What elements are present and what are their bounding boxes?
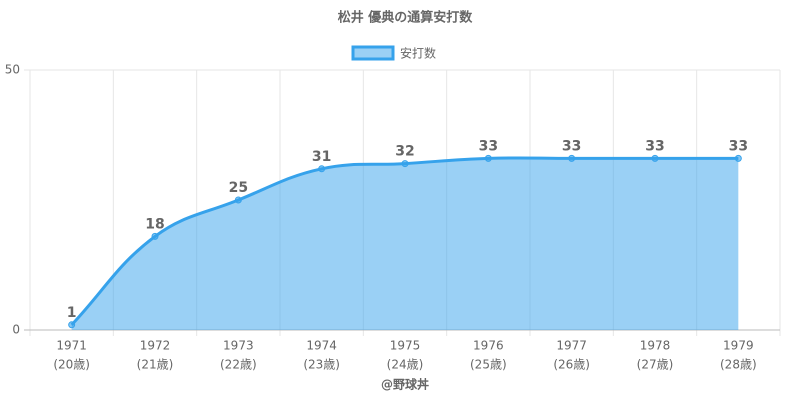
point (484, 154, 492, 162)
x-tick-label: (28歳) (720, 358, 757, 372)
data-label: 25 (229, 180, 248, 196)
data-label: 32 (395, 144, 414, 160)
x-tick-label: 1972 (140, 339, 171, 353)
x-tick-label: (22歳) (220, 358, 257, 372)
x-tick-label: 1976 (473, 339, 504, 353)
point (568, 154, 576, 162)
x-axis-title: @野球丼 (381, 377, 429, 392)
data-label: 1 (67, 305, 77, 321)
x-tick-label: (23歳) (303, 358, 340, 372)
x-tick-label: (21歳) (137, 358, 174, 372)
x-tick-label: 1975 (390, 339, 421, 353)
point (234, 196, 242, 204)
legend-swatch (351, 45, 395, 61)
data-label: 33 (562, 138, 581, 154)
point (734, 154, 742, 162)
data-label: 33 (479, 138, 498, 154)
data-label: 31 (312, 149, 331, 165)
x-tick-label: (25歳) (470, 358, 507, 372)
data-label: 33 (645, 138, 664, 154)
x-tick-label: (26歳) (553, 358, 590, 372)
point (318, 165, 326, 173)
area-fill (71, 157, 739, 330)
data-label: 33 (729, 138, 748, 154)
x-tick-label: 1974 (306, 339, 337, 353)
x-tick-label: (27歳) (637, 358, 674, 372)
chart-title: 松井 優典の通算安打数 (338, 10, 474, 26)
data-label: 18 (145, 216, 164, 232)
x-tick-label: (24歳) (387, 358, 424, 372)
x-tick-label: 1973 (223, 339, 254, 353)
x-tick-label: 1978 (640, 339, 671, 353)
y-tick-label: 50 (5, 63, 20, 77)
point (151, 232, 159, 240)
x-tick-label: 1977 (556, 339, 587, 353)
x-tick-label: 1979 (723, 339, 754, 353)
point (401, 160, 409, 168)
x-tick-label: (20歳) (53, 358, 90, 372)
point (651, 154, 659, 162)
legend-label: 安打数 (400, 46, 436, 61)
y-tick-label: 0 (12, 323, 20, 337)
x-tick-label: 1971 (56, 339, 87, 353)
point (68, 321, 76, 329)
